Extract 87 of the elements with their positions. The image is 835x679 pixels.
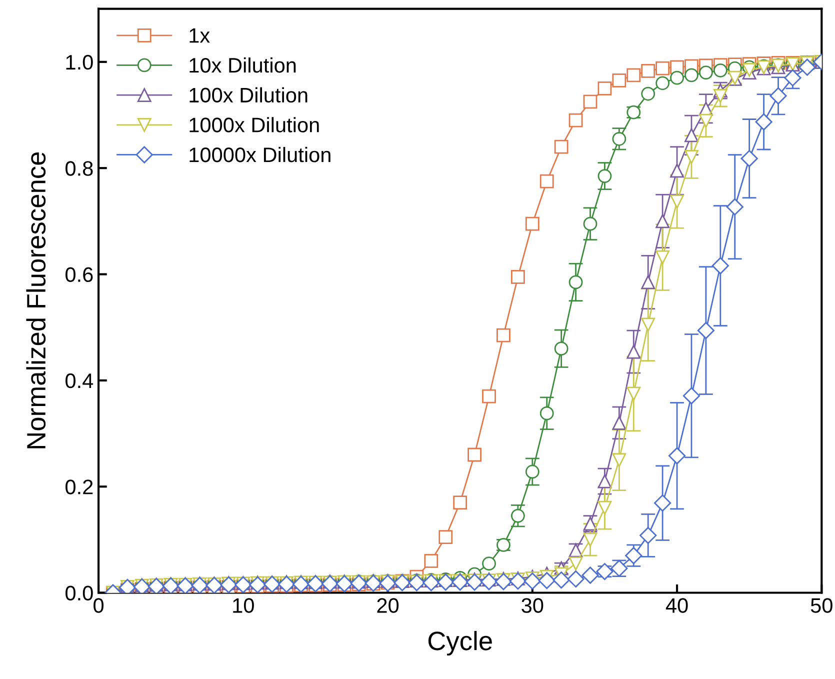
point xyxy=(554,342,568,356)
point xyxy=(583,532,598,547)
point xyxy=(482,389,496,404)
point xyxy=(699,66,713,80)
point xyxy=(422,574,440,592)
y-tick-label: 0.2 xyxy=(66,480,93,494)
point xyxy=(626,68,641,82)
point xyxy=(682,387,700,404)
legend-label: 1x xyxy=(190,28,210,43)
point xyxy=(641,318,656,332)
point xyxy=(742,62,756,77)
point xyxy=(670,70,684,85)
point xyxy=(626,386,641,401)
legend-label: 1000x Dilution xyxy=(190,117,319,132)
point xyxy=(770,87,787,104)
point xyxy=(582,566,599,584)
y-tick-label: 0.8 xyxy=(66,161,93,176)
legend-label: 10000x Dilution xyxy=(190,146,330,162)
point xyxy=(438,530,453,544)
point xyxy=(510,270,525,284)
point xyxy=(524,572,541,590)
legend-label: 100x Dilution xyxy=(190,87,308,103)
y-tick-label: 0.6 xyxy=(66,267,93,282)
point xyxy=(552,571,570,589)
y-tick-label: 0.0 xyxy=(66,586,93,601)
point xyxy=(598,82,612,96)
point xyxy=(510,508,525,523)
point xyxy=(713,88,728,103)
point xyxy=(726,198,744,216)
point xyxy=(640,526,657,544)
x-tick-label: 40 xyxy=(666,598,688,613)
point xyxy=(612,453,626,467)
y-tick-label: 1.0 xyxy=(66,54,93,70)
y-axis-title: Normalized Fluorescence xyxy=(26,152,46,448)
point xyxy=(755,113,772,130)
point xyxy=(554,140,568,154)
point xyxy=(567,570,584,588)
point xyxy=(466,574,484,591)
point xyxy=(656,250,670,264)
point xyxy=(697,322,714,340)
point xyxy=(656,214,670,228)
point xyxy=(699,114,713,128)
point xyxy=(540,174,554,188)
point xyxy=(525,216,540,231)
point xyxy=(626,344,641,359)
x-tick-label: 50 xyxy=(810,598,832,613)
point xyxy=(568,113,583,128)
point xyxy=(482,556,496,571)
point xyxy=(568,556,583,571)
point xyxy=(598,474,612,488)
point xyxy=(494,573,512,590)
point xyxy=(684,150,698,164)
point xyxy=(583,94,598,109)
point xyxy=(525,464,540,479)
point xyxy=(713,63,728,78)
point xyxy=(568,275,583,290)
point xyxy=(641,64,656,78)
point xyxy=(583,216,598,231)
point xyxy=(668,447,686,464)
point xyxy=(598,500,612,515)
point xyxy=(424,554,438,568)
point xyxy=(656,61,670,76)
point xyxy=(612,132,626,146)
point xyxy=(453,496,468,510)
x-axis-title: Cycle xyxy=(428,630,492,656)
point xyxy=(509,572,526,590)
legend-label: 10x Dilution xyxy=(190,57,296,73)
x-tick-label: 0 xyxy=(94,598,104,613)
point xyxy=(712,257,729,274)
point xyxy=(641,86,656,101)
x-tick-label: 20 xyxy=(377,598,399,613)
point xyxy=(656,76,670,90)
point xyxy=(468,448,482,462)
point xyxy=(784,69,802,86)
x-tick-label: 30 xyxy=(522,598,544,613)
point xyxy=(740,150,758,168)
point xyxy=(798,58,816,76)
point xyxy=(625,547,642,564)
x-tick-label: 10 xyxy=(233,598,254,613)
point xyxy=(540,406,554,420)
y-tick-label: 0.4 xyxy=(66,373,94,388)
point xyxy=(598,169,612,183)
point xyxy=(684,68,698,82)
point xyxy=(612,74,626,88)
point xyxy=(654,494,672,512)
point xyxy=(496,328,510,342)
point xyxy=(538,572,556,590)
